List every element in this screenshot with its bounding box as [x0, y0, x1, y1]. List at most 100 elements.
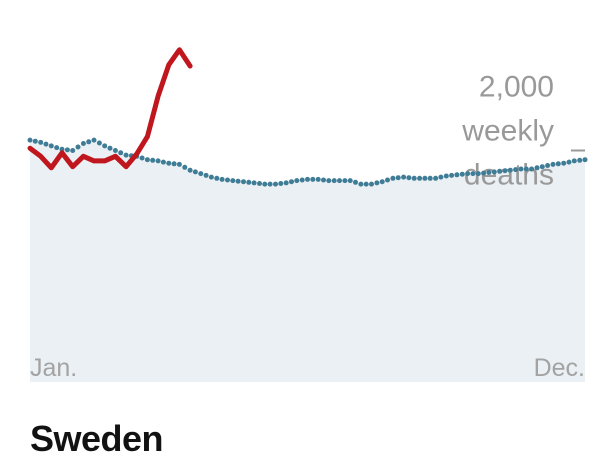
expected-point	[219, 176, 225, 182]
expected-dot	[502, 168, 508, 174]
expected-dot	[182, 164, 188, 170]
expected-point	[241, 179, 246, 185]
expected-dot	[385, 177, 390, 183]
expected-dot	[171, 161, 177, 167]
expected-point	[497, 168, 503, 174]
expected-dot	[235, 178, 241, 184]
expected-dot	[417, 175, 423, 181]
expected-point	[561, 160, 567, 166]
expected-point	[411, 175, 417, 181]
expected-dot	[139, 155, 145, 161]
expected-dot	[513, 167, 519, 173]
expected-point	[91, 137, 97, 143]
expected-dot	[427, 175, 433, 181]
expected-dot	[577, 157, 583, 163]
expected-dot	[406, 175, 412, 181]
expected-point	[123, 152, 129, 158]
expected-dot	[438, 174, 444, 180]
expected-point	[486, 170, 492, 175]
expected-point	[80, 141, 86, 146]
expected-dot	[374, 180, 380, 186]
expected-dot	[225, 177, 230, 183]
chart: 2,000 weekly deaths Jan. Dec.	[27, 47, 588, 382]
expected-dot	[545, 163, 551, 168]
expected-point	[379, 179, 385, 185]
current-deaths-points	[29, 49, 191, 168]
expected-point	[358, 181, 364, 187]
expected-dot	[353, 179, 358, 185]
expected-point	[550, 161, 556, 167]
expected-point	[27, 137, 33, 143]
expected-dot	[299, 177, 305, 183]
expected-dot	[363, 181, 369, 187]
expected-point	[176, 161, 182, 167]
expected-dot	[459, 171, 465, 177]
expected-dot	[470, 171, 476, 177]
expected-dot	[331, 178, 337, 184]
expected-dot	[96, 140, 102, 146]
expected-point	[38, 139, 44, 145]
expected-point	[369, 181, 374, 187]
expected-dot	[54, 145, 60, 151]
expected-point	[443, 173, 449, 179]
expected-dot	[342, 178, 348, 184]
expected-dot	[203, 172, 209, 178]
expected-point	[70, 148, 76, 153]
expected-point	[454, 172, 460, 178]
annotation-line-2: weekly	[461, 115, 554, 148]
expected-dot	[43, 141, 49, 147]
expected-point	[59, 146, 65, 152]
expected-dot	[555, 161, 561, 167]
expected-point	[198, 171, 204, 177]
expected-dot	[86, 139, 92, 145]
expected-point	[326, 178, 332, 184]
expected-point	[262, 181, 268, 187]
expected-dot	[481, 170, 487, 176]
expected-point	[251, 180, 257, 186]
expected-point	[187, 167, 193, 173]
x-tick-jan: Jan.	[30, 354, 77, 382]
expected-point	[433, 175, 439, 181]
expected-dot	[491, 169, 497, 175]
expected-point	[475, 171, 481, 177]
expected-point	[273, 181, 278, 187]
expected-dot	[534, 165, 540, 171]
current-deaths-line	[27, 47, 193, 171]
expected-point	[208, 174, 214, 180]
expected-point	[315, 176, 321, 182]
expected-point	[571, 158, 577, 164]
expected-point	[112, 148, 118, 153]
x-tick-dec: Dec.	[534, 354, 585, 382]
expected-point	[539, 164, 545, 170]
expected-dot	[257, 181, 262, 186]
expected-point	[529, 166, 535, 172]
expected-point	[166, 160, 172, 166]
expected-dot	[150, 157, 156, 163]
expected-point	[283, 180, 289, 186]
expected-dot	[32, 138, 38, 144]
expected-dot	[278, 181, 284, 186]
expected-dot	[214, 175, 220, 181]
expected-range-area	[30, 140, 585, 382]
expected-dot	[321, 177, 326, 183]
expected-dot	[75, 144, 81, 150]
expected-point	[390, 175, 396, 181]
expected-point	[422, 175, 428, 181]
expected-point	[144, 157, 150, 163]
expected-dot	[267, 181, 273, 187]
expected-dot	[449, 172, 455, 178]
expected-point	[48, 143, 54, 149]
expected-point	[294, 178, 300, 184]
expected-point	[465, 171, 471, 177]
expected-dot	[395, 175, 401, 181]
expected-dot	[289, 179, 294, 185]
expected-point	[582, 157, 588, 163]
annotation-line-1: 2,000	[479, 71, 554, 104]
expected-dot	[246, 179, 252, 185]
expected-dot	[160, 159, 166, 165]
expected-point	[518, 166, 524, 172]
expected-point	[401, 174, 407, 180]
expected-point	[155, 158, 161, 164]
expected-point	[507, 167, 513, 173]
expected-point	[102, 143, 108, 149]
